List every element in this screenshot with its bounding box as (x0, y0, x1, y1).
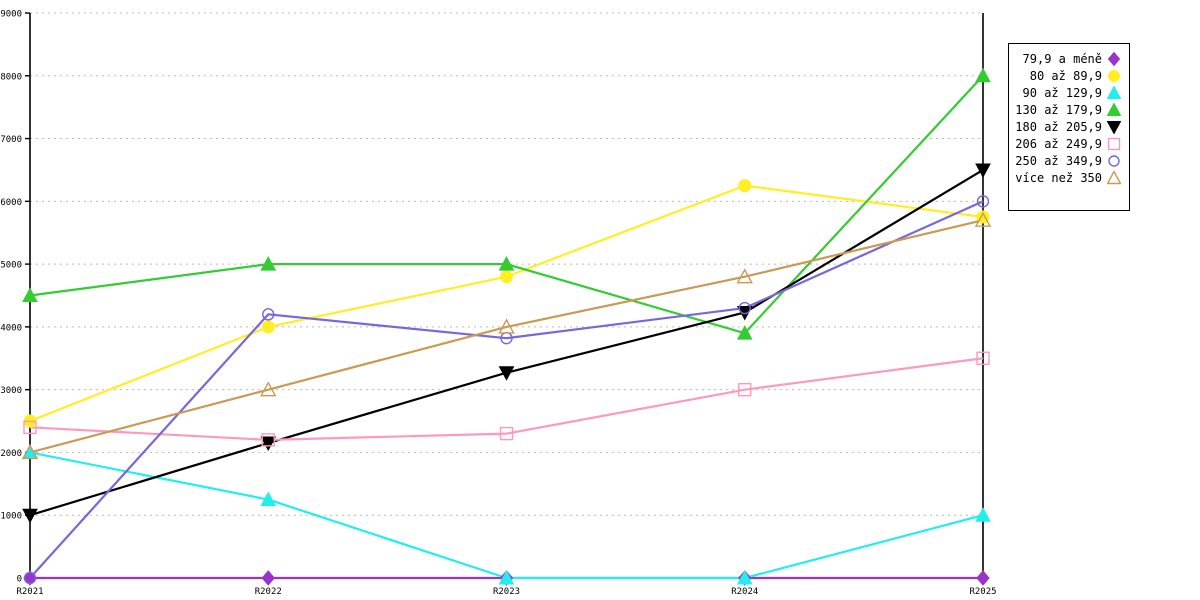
data-point (736, 325, 753, 340)
chart-legend: 79,9 a méně 80 až 89,9 90 až 129,9 130 až 1… (1008, 43, 1130, 211)
axes (29, 13, 984, 579)
legend-item[interactable]: 250 až 349,9 (1015, 152, 1121, 169)
data-point (738, 382, 752, 397)
data-point (21, 443, 39, 460)
data-point (976, 195, 990, 208)
data-point (975, 67, 991, 83)
series-line (29, 219, 984, 454)
series-line (29, 184, 984, 423)
y-tick-label: 7000 (0, 135, 22, 145)
y-tick-label: 1000 (0, 512, 22, 522)
data-point (260, 436, 277, 452)
data-series (29, 200, 984, 579)
legend-marker-triangle-down-icon (1107, 120, 1121, 134)
x-tick-label: R2023 (493, 587, 520, 597)
data-point (736, 569, 753, 585)
data-series-markers (21, 211, 992, 460)
x-tick-label: R2024 (731, 587, 758, 597)
legend-marker-diamond-icon (1107, 51, 1121, 66)
data-series (29, 357, 984, 441)
y-tick-label: 9000 (0, 10, 22, 20)
legend-item[interactable]: 79,9 a méně (1017, 50, 1121, 67)
data-point (499, 426, 514, 441)
x-tick-label: R2022 (255, 587, 282, 597)
data-point (498, 318, 515, 334)
series-line (29, 169, 984, 517)
legend-marker-circle-icon (1107, 69, 1121, 83)
data-point (500, 270, 513, 284)
x-tick-label: R2021 (16, 587, 43, 597)
data-point (498, 256, 515, 271)
y-tick-label: 8000 (0, 72, 22, 82)
legend-marker-circle-open-icon (1107, 154, 1121, 168)
legend-item-label: více než 350 (1015, 170, 1102, 185)
y-tick-label: 2000 (0, 449, 22, 459)
data-point (498, 366, 515, 381)
y-tick-label: 5000 (0, 261, 22, 271)
data-point (976, 570, 990, 586)
legend-item-label: 180 až 205,9 (1015, 119, 1102, 134)
data-point (261, 570, 275, 586)
data-series-markers (22, 67, 991, 340)
data-point (974, 211, 992, 227)
legend-item-label: 250 až 349,9 (1015, 153, 1102, 168)
data-point (498, 569, 515, 585)
data-series-markers (22, 163, 991, 524)
data-point (261, 433, 275, 447)
data-point (738, 179, 752, 193)
data-series-markers (23, 195, 990, 585)
data-point (22, 508, 38, 524)
legend-item[interactable]: 206 až 249,9 (1015, 135, 1121, 152)
y-tick-label: 6000 (0, 198, 22, 208)
data-series (29, 169, 984, 517)
legend-item-label: 79,9 a méně (1022, 51, 1102, 66)
legend-item-label: 206 až 249,9 (1015, 136, 1102, 151)
data-point (23, 420, 37, 435)
legend-item[interactable]: 90 až 129,9 (1017, 84, 1121, 101)
data-series (29, 219, 984, 454)
data-point (975, 507, 991, 522)
data-point (975, 163, 991, 178)
data-series-markers (23, 351, 990, 447)
data-point (976, 351, 990, 365)
data-series (29, 75, 984, 335)
legend-marker-square-open-icon (1107, 137, 1121, 151)
data-series (29, 184, 984, 423)
legend-marker-triangle-up-icon (1107, 102, 1121, 117)
legend-marker-triangle-up-icon (1107, 85, 1121, 100)
y-tick-label: 4000 (0, 323, 22, 333)
legend-item[interactable]: 130 až 179,9 (1015, 101, 1121, 118)
legend-item-label: 90 až 129,9 (1022, 85, 1102, 100)
data-point (262, 308, 275, 321)
data-point (260, 256, 277, 271)
data-point (738, 301, 751, 315)
data-point (260, 491, 277, 507)
data-point (736, 268, 753, 284)
grid-lines (30, 12, 983, 579)
legend-item-label: 80 až 89,9 (1029, 68, 1102, 83)
series-line (29, 357, 984, 441)
legend-item-label: 130 až 179,9 (1015, 102, 1102, 117)
legend-item[interactable]: více než 350 (1015, 169, 1121, 186)
data-series-group (21, 67, 992, 586)
data-point (23, 570, 37, 586)
data-point (261, 320, 275, 334)
y-tick-label: 0 (17, 575, 22, 585)
data-point (22, 287, 38, 302)
y-axis-ticks: 0 1000 2000 3000 4000 5000 6000 7000 8000 9000 (0, 10, 30, 585)
legend-item[interactable]: 80 až 89,9 (1017, 67, 1121, 84)
data-point (23, 571, 37, 585)
legend-marker-triangle-up-open-icon (1107, 170, 1121, 185)
series-line (29, 200, 984, 579)
series-line (29, 75, 984, 335)
legend-item[interactable]: 180 až 205,9 (1015, 118, 1121, 135)
data-series-markers (22, 444, 991, 585)
y-tick-label: 3000 (0, 386, 22, 396)
data-point (260, 381, 277, 397)
x-tick-label: R2025 (969, 587, 996, 597)
